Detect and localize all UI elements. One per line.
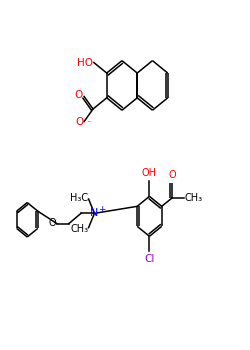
Text: +: +: [98, 205, 106, 215]
Text: H₃C: H₃C: [70, 193, 88, 203]
Text: Cl: Cl: [144, 254, 155, 264]
Text: CH₃: CH₃: [184, 193, 202, 203]
Text: O: O: [74, 90, 83, 100]
Text: O: O: [48, 218, 56, 228]
Text: O: O: [75, 117, 83, 127]
Text: N: N: [90, 208, 99, 218]
Text: O: O: [169, 170, 176, 180]
Text: HO: HO: [77, 57, 93, 68]
Text: OH: OH: [142, 168, 157, 178]
Text: ⁻: ⁻: [86, 119, 91, 128]
Text: CH₃: CH₃: [70, 224, 88, 234]
